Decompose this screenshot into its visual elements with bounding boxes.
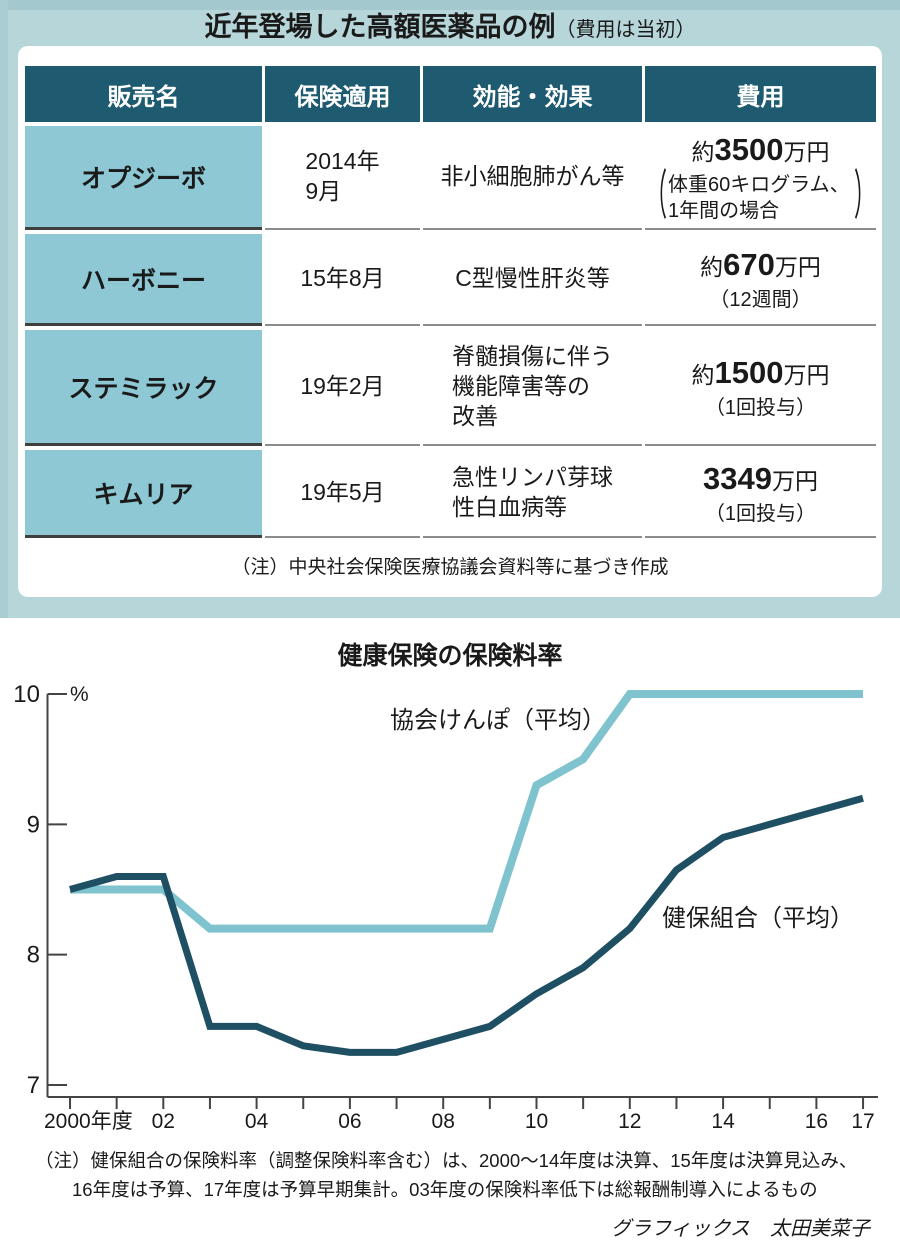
fee-note: （12週間） — [709, 289, 812, 312]
x-tick-label: 14 — [711, 1110, 735, 1133]
fee: 3349万円 （1回投与） — [645, 450, 876, 538]
fee-note: （1回投与） — [704, 503, 817, 526]
fee-note: （ 体重60キログラム、 1年間の場合 ） — [645, 168, 876, 227]
approval-date: 19年5月 — [265, 450, 420, 538]
panel-left-edge — [0, 0, 8, 618]
fee: 約3500万円 （ 体重60キログラム、 1年間の場合 ） — [645, 126, 876, 230]
fee: 約1500万円 （1回投与） — [645, 330, 876, 446]
x-tick-label: 16 — [805, 1110, 828, 1133]
y-tick-label: 9 — [27, 811, 40, 838]
x-tick-label: 10 — [525, 1110, 548, 1133]
y-tick-label: 7 — [27, 1072, 40, 1099]
fee-amount: 3500 — [714, 131, 784, 167]
approval-date: 19年2月 — [265, 330, 420, 446]
infographic-panel: 近年登場した高額医薬品の例（費用は当初） 販売名 保険適用 効能・効果 費用 オ… — [0, 0, 900, 618]
table-title-sub: （費用は当初） — [555, 19, 696, 41]
x-tick-label: 12 — [618, 1110, 641, 1133]
fee-note: （1回投与） — [704, 397, 817, 420]
fee-amount: 3349 — [703, 460, 772, 496]
approval-date: 2014年 9月 — [265, 126, 420, 230]
col-header-approval: 保険適用 — [265, 66, 420, 122]
series-label-1: 健保組合（平均） — [662, 905, 854, 932]
open-paren: （ — [646, 168, 667, 228]
effect: 脊髄損傷に伴う 機能障害等の 改善 — [423, 330, 642, 446]
table-title: 近年登場した高額医薬品の例（費用は当初） — [0, 8, 900, 51]
series-label-0: 協会けんぽ（平均） — [390, 707, 606, 734]
x-tick-label: 08 — [432, 1110, 455, 1133]
drug-name: ステミラック — [25, 330, 262, 446]
effect: 非小細胞肺がん等 — [423, 126, 642, 230]
drug-name: キムリア — [25, 450, 262, 538]
table-source-note: （注）中央社会保険医療協議会資料等に基づき作成 — [231, 557, 669, 578]
table-title-main: 近年登場した高額医薬品の例 — [204, 12, 556, 42]
premium-rate-chart: 10 9 8 7% 2000年度 02 04 06 08 10 12 14 16 17 協会けんぽ（平均） 健… — [13, 681, 878, 1133]
x-tick-label: 02 — [152, 1110, 175, 1133]
effect: C型慢性肝炎等 — [423, 234, 642, 326]
drug-name: ハーボニー — [25, 234, 262, 326]
series-line-1 — [69, 794, 864, 1056]
y-tick-label: 10 — [13, 681, 40, 708]
series-line-0 — [70, 690, 863, 933]
fee-amount: 670 — [723, 246, 775, 282]
y-tick-label: 8 — [27, 942, 40, 969]
x-tick-label: 04 — [245, 1110, 269, 1133]
effect: 急性リンパ芽球 性白血病等 — [423, 450, 642, 538]
chart-footnote: （注）健保組合の保険料率（調整保険料率含む）は、2000〜14年度は決算、15年… — [35, 1150, 858, 1201]
x-tick-label: 17 — [851, 1110, 874, 1133]
close-paren: ） — [854, 168, 875, 228]
col-header-effect: 効能・効果 — [423, 66, 642, 122]
fee: 約670万円 （12週間） — [645, 234, 876, 326]
fee-amount: 1500 — [714, 354, 784, 390]
col-header-fee: 費用 — [645, 66, 876, 122]
drug-table: 販売名 保険適用 効能・効果 費用 オプジーボ 2014年 9月 非小細胞肺がん… — [25, 66, 876, 538]
drug-name: オプジーボ — [25, 126, 262, 230]
graphics-credit: グラフィックス 太田美菜子 — [611, 1218, 870, 1240]
panel-top-edge — [0, 0, 900, 10]
y-axis-unit: % — [70, 683, 89, 706]
chart-title: 健康保険の保険料率 — [337, 642, 563, 670]
col-header-name: 販売名 — [25, 66, 262, 122]
x-tick-label: 06 — [338, 1110, 361, 1133]
approval-date: 15年8月 — [265, 234, 420, 326]
x-tick-label: 2000年度 — [44, 1110, 133, 1133]
